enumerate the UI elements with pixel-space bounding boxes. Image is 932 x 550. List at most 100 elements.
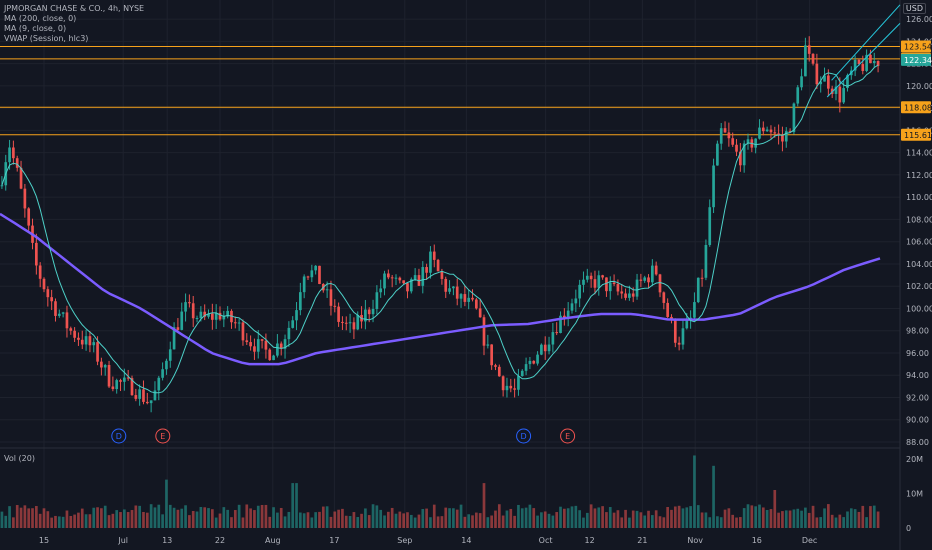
candle-body	[390, 277, 394, 279]
legend-ma9[interactable]: MA (9, close, 0)	[4, 24, 67, 33]
volume-bar	[218, 513, 222, 528]
candle-body	[199, 311, 203, 319]
price-tick-label: 114.00	[906, 149, 932, 158]
volume-bar	[333, 511, 337, 528]
volume-bar	[685, 507, 689, 528]
volume-bar	[704, 512, 708, 528]
legend-ma200[interactable]: MA (200, close, 0)	[4, 14, 77, 23]
candle-body	[578, 284, 581, 299]
candle-body	[597, 275, 601, 288]
volume-bar	[505, 510, 509, 528]
volume-bar	[788, 510, 792, 528]
candle-body	[505, 385, 509, 391]
volume-bar	[631, 510, 635, 528]
candle-body	[804, 45, 807, 77]
volume-bar	[214, 517, 218, 528]
volume-bar	[440, 516, 444, 528]
volume-bar	[314, 512, 317, 528]
candle-body	[268, 349, 272, 361]
volume-bar	[708, 517, 712, 528]
candle-body	[413, 275, 417, 280]
volume-bar	[31, 508, 34, 528]
volume-bar	[861, 505, 865, 528]
volume-bar	[570, 506, 574, 528]
ma9-path	[1, 64, 879, 394]
volume-bar	[608, 507, 612, 528]
candle-body	[731, 138, 735, 145]
volume-bar	[444, 507, 448, 528]
volume-bar	[551, 515, 555, 528]
volume-bar	[689, 506, 692, 528]
candle-body	[857, 59, 861, 65]
currency-badge[interactable]: USD	[902, 3, 926, 14]
candle-body	[482, 317, 486, 346]
volume-bar	[628, 517, 631, 528]
candle-body	[348, 322, 352, 324]
candle-body	[96, 342, 99, 362]
volume-bar	[191, 510, 195, 528]
volume-bar	[329, 516, 333, 528]
candle-body	[532, 360, 536, 364]
volume-bar	[88, 514, 92, 528]
candle-body	[723, 128, 727, 133]
volume-bar	[823, 508, 826, 528]
candle-body	[486, 344, 490, 346]
candle-body	[754, 138, 757, 148]
symbol-title[interactable]: JPMORGAN CHASE & CO., 4h, NYSE	[4, 4, 145, 13]
volume-tick-label: 20M	[906, 455, 923, 464]
volume-bar	[348, 516, 352, 528]
volume-bar	[700, 512, 704, 528]
candle-body	[696, 277, 700, 303]
candle-body	[459, 294, 463, 299]
wedge-line	[831, 4, 901, 81]
candle-body	[92, 342, 96, 346]
volume-bar	[306, 512, 310, 528]
volume-axis: 0 10M 20M	[906, 455, 923, 533]
volume-bar	[781, 511, 784, 528]
volume-bar	[804, 507, 807, 528]
price-tick-label: 102.00	[906, 282, 932, 291]
volume-bar	[149, 504, 153, 528]
volume-bar	[731, 514, 735, 528]
volume-legend[interactable]: Vol (20)	[4, 454, 35, 463]
volume-bar	[517, 504, 520, 528]
support-resistance-lines	[0, 46, 900, 136]
candle-body	[735, 144, 738, 152]
event-label: D	[521, 432, 527, 441]
candle-body	[299, 292, 302, 311]
volume-bar	[647, 510, 650, 528]
legend-vwap[interactable]: VWAP (Session, hlc3)	[4, 34, 89, 43]
candle-body	[134, 395, 138, 399]
volume-bar	[520, 508, 524, 528]
volume-bar	[482, 483, 486, 528]
candle-body	[467, 297, 471, 302]
candle-body	[65, 312, 69, 329]
candle-body	[211, 313, 214, 320]
volume-bar	[693, 455, 696, 528]
time-tick-label: 12	[585, 536, 595, 545]
candle-body	[448, 288, 451, 292]
candle-body	[264, 340, 268, 350]
volume-bar	[429, 517, 432, 528]
candle-body	[61, 312, 65, 314]
volume-bar	[673, 506, 677, 528]
volume-bar	[138, 505, 141, 528]
candle-body	[765, 129, 769, 132]
candle-body	[195, 318, 199, 320]
candle-body	[237, 322, 241, 324]
volume-bar	[432, 504, 436, 528]
candle-body	[180, 311, 184, 330]
volume-bar	[360, 513, 363, 528]
volume-bar	[497, 504, 501, 528]
volume-bar	[65, 510, 69, 528]
candle-body	[337, 306, 340, 322]
volume-bar	[616, 510, 620, 528]
volume-bar	[696, 505, 700, 528]
candle-body	[815, 63, 819, 85]
candle-body	[253, 346, 256, 352]
candle-body	[54, 301, 57, 316]
candle-body	[608, 282, 612, 292]
volume-bar	[735, 517, 738, 528]
candle-body	[398, 277, 402, 281]
